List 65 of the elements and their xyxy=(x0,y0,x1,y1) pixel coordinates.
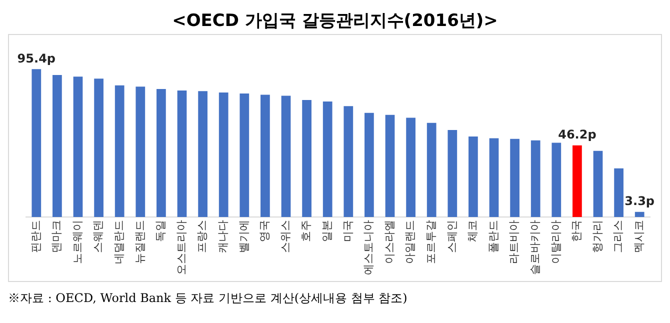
x-tick-label: 폴란드 xyxy=(486,220,500,253)
x-tick-label: 핀란드 xyxy=(29,220,42,253)
x-tick-label: 이탈리아 xyxy=(549,220,562,264)
bar xyxy=(52,75,62,217)
bar xyxy=(344,106,354,217)
x-tick-label: 미국 xyxy=(341,220,354,242)
bar xyxy=(426,122,436,217)
bar xyxy=(385,114,395,217)
bar xyxy=(552,142,562,217)
bar xyxy=(94,78,104,217)
chart-title: <OECD 가입국 갈등관리지수(2016년)> xyxy=(171,10,499,33)
bar xyxy=(322,102,332,217)
bar xyxy=(448,130,458,217)
bar xyxy=(32,69,42,217)
x-tick-label: 네덜란드 xyxy=(112,220,126,264)
x-tick-label: 멕시코 xyxy=(632,220,646,253)
x-tick-label: 일본 xyxy=(320,220,334,242)
bar xyxy=(260,94,270,217)
bar xyxy=(468,136,478,217)
data-label: 95.4p xyxy=(17,51,56,66)
bar xyxy=(614,168,624,217)
text: ※자료 : OECD, World Bank 등 자료 기반으로 계산(상세내용 첨부 참조) xyxy=(8,290,408,307)
x-tick-label: 에스토니아 xyxy=(362,220,376,275)
x-tick-label: 노르웨이 xyxy=(70,220,84,264)
data-label: 46.2p xyxy=(558,128,597,142)
x-tick-label: 호주 xyxy=(300,220,313,242)
x-tick-label: 스페인 xyxy=(445,220,458,253)
x-tick-label: 스웨덴 xyxy=(92,220,105,253)
x-tick-label: 헝가리 xyxy=(590,220,604,253)
bar xyxy=(634,212,644,217)
bar xyxy=(114,85,124,217)
bar xyxy=(510,138,520,217)
bar xyxy=(240,93,250,217)
bar xyxy=(489,138,499,217)
bar xyxy=(156,88,166,217)
bar xyxy=(406,118,416,217)
x-tick-label: 한국 xyxy=(570,220,584,242)
bar xyxy=(177,90,187,217)
x-tick-label: 덴마크 xyxy=(50,220,64,253)
x-tick-label: 그리스 xyxy=(612,220,625,253)
bar xyxy=(593,150,603,217)
bar xyxy=(281,96,291,217)
data-label: 3.3p xyxy=(624,194,655,208)
bar xyxy=(198,91,208,217)
x-tick-label: 영국 xyxy=(258,220,272,242)
x-tick-label: 포르투갈 xyxy=(424,220,438,264)
x-tick-label: 뉴질랜드 xyxy=(133,220,146,264)
x-tick-label: 캐나다 xyxy=(216,220,230,253)
x-tick-label: 벨기에 xyxy=(237,220,250,253)
bar xyxy=(364,112,374,217)
x-tick-label: 체코 xyxy=(466,220,480,242)
x-tick-label: 아일랜드 xyxy=(404,220,417,264)
x-tick-label: 프랑스 xyxy=(196,220,209,253)
x-tick-label: 이스라엘 xyxy=(382,220,396,264)
bar xyxy=(73,76,83,217)
bar xyxy=(302,100,312,217)
bar xyxy=(218,92,228,217)
bar xyxy=(136,86,146,217)
bar xyxy=(530,140,540,217)
x-tick-label: 스위스 xyxy=(278,220,292,253)
x-tick-label: 오스트리아 xyxy=(174,220,188,275)
x-tick-label: 독일 xyxy=(154,220,168,242)
x-tick-label: 라트비아 xyxy=(508,220,521,264)
bar xyxy=(572,145,582,217)
x-tick-label: 슬로바키아 xyxy=(528,220,542,275)
